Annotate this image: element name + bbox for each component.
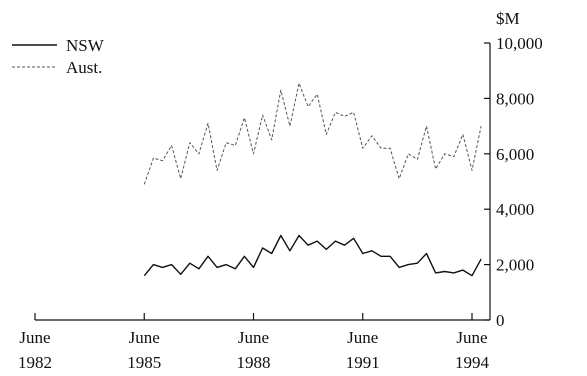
y-tick-label: 10,000 [496, 34, 543, 53]
y-axis-unit-label: $M [496, 9, 520, 28]
x-tick-label-month: June [347, 328, 378, 347]
series-line-nsw [143, 234, 482, 277]
y-tick-label: 6,000 [496, 145, 534, 164]
y-tick-label: 4,000 [496, 200, 534, 219]
x-tick-label-year: 1991 [346, 353, 380, 372]
legend: NSW Aust. [12, 36, 105, 77]
axes-layer: $M [35, 9, 520, 321]
y-tick-label: 0 [496, 311, 505, 330]
legend-label: Aust. [66, 58, 102, 77]
x-tick-label-month: June [456, 328, 487, 347]
x-tick-label-month: June [238, 328, 269, 347]
series-line-aust [143, 82, 482, 185]
x-tick-label-year: 1994 [455, 353, 490, 372]
x-tick-label-year: 1985 [127, 353, 161, 372]
y-tick-label: 2,000 [496, 256, 534, 275]
ticks-layer: 0 2,000 4,000 6,000 8,000 10,000 June 1982 June 1… [18, 34, 543, 372]
x-tick-label-month: June [129, 328, 160, 347]
legend-label: NSW [66, 36, 105, 55]
series-layer [143, 82, 482, 277]
x-tick-label-year: 1982 [18, 353, 52, 372]
x-tick-label-month: June [19, 328, 50, 347]
y-tick-label: 8,000 [496, 89, 534, 108]
x-tick-label-year: 1988 [237, 353, 271, 372]
